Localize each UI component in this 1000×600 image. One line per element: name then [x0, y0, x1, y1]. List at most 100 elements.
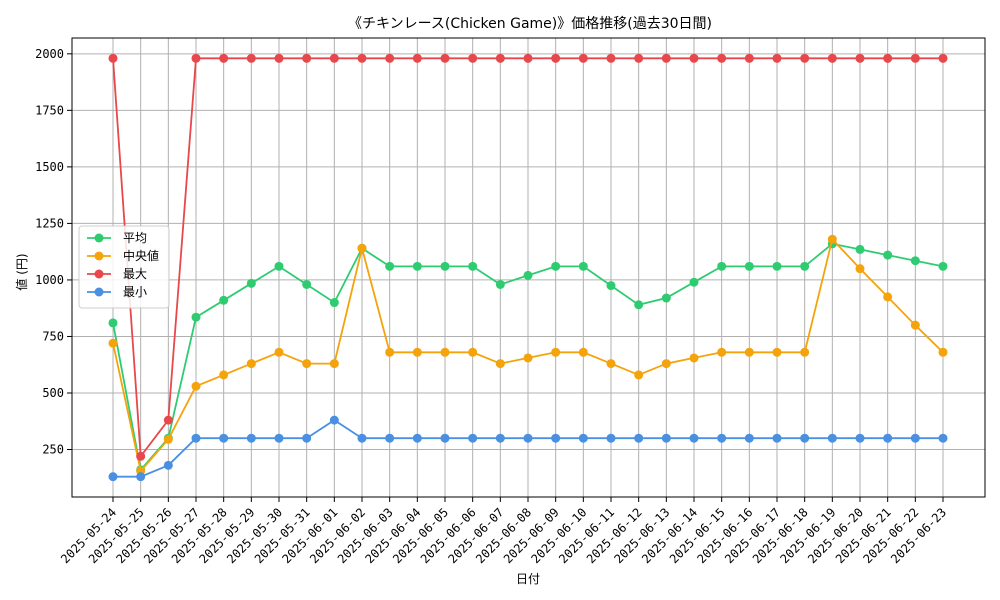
data-point	[246, 359, 256, 369]
data-point	[136, 472, 146, 482]
data-point	[606, 359, 616, 369]
data-point	[578, 347, 588, 357]
data-point	[634, 53, 644, 63]
data-point	[495, 53, 505, 63]
data-point	[440, 433, 450, 443]
data-point	[108, 472, 118, 482]
data-point	[689, 53, 699, 63]
legend-marker	[94, 251, 104, 261]
data-point	[855, 264, 865, 274]
series-3	[108, 415, 948, 482]
data-point	[772, 53, 782, 63]
data-point	[191, 312, 201, 322]
data-point	[385, 433, 395, 443]
data-point	[191, 53, 201, 63]
data-point	[689, 433, 699, 443]
data-point	[910, 433, 920, 443]
data-point	[163, 415, 173, 425]
data-point	[606, 433, 616, 443]
data-point	[219, 370, 229, 380]
data-point	[440, 261, 450, 271]
data-point	[661, 293, 671, 303]
legend-label: 最大	[123, 267, 147, 281]
data-point	[163, 460, 173, 470]
data-point	[523, 53, 533, 63]
data-point	[357, 243, 367, 253]
data-point	[938, 261, 948, 271]
x-axis-label: 日付	[516, 572, 540, 586]
data-point	[163, 434, 173, 444]
data-point	[551, 433, 561, 443]
legend-label: 中央値	[123, 248, 159, 263]
data-point	[938, 433, 948, 443]
data-point	[495, 359, 505, 369]
data-point	[744, 433, 754, 443]
data-point	[661, 53, 671, 63]
data-point	[412, 433, 422, 443]
data-point	[412, 261, 422, 271]
legend-box	[78, 225, 170, 309]
data-point	[689, 353, 699, 363]
legend-label: 平均	[123, 231, 147, 245]
data-point	[717, 53, 727, 63]
data-point	[551, 261, 561, 271]
legend-marker	[94, 287, 104, 297]
data-point	[329, 359, 339, 369]
data-point	[827, 234, 837, 244]
data-point	[302, 433, 312, 443]
data-point	[219, 53, 229, 63]
y-tick-label: 2000	[35, 47, 64, 61]
data-point	[855, 53, 865, 63]
data-point	[191, 433, 201, 443]
data-point	[329, 53, 339, 63]
data-point	[357, 433, 367, 443]
y-tick-label: 500	[42, 386, 64, 400]
data-point	[634, 300, 644, 310]
data-point	[495, 433, 505, 443]
legend-marker	[94, 233, 104, 243]
y-tick-label: 1500	[35, 160, 64, 174]
data-point	[772, 433, 782, 443]
data-point	[800, 347, 810, 357]
data-point	[883, 250, 893, 260]
series-2	[108, 53, 948, 461]
data-point	[744, 347, 754, 357]
data-point	[800, 261, 810, 271]
y-tick-label: 250	[42, 443, 64, 457]
data-point	[468, 433, 478, 443]
data-point	[274, 433, 284, 443]
data-point	[412, 347, 422, 357]
series-group	[108, 53, 948, 482]
y-tick-label: 1000	[35, 273, 64, 287]
data-point	[883, 433, 893, 443]
data-point	[772, 261, 782, 271]
data-point	[661, 359, 671, 369]
legend-marker	[94, 269, 104, 279]
data-point	[274, 53, 284, 63]
data-point	[938, 347, 948, 357]
data-point	[883, 292, 893, 302]
data-point	[136, 451, 146, 461]
data-point	[578, 261, 588, 271]
data-point	[855, 433, 865, 443]
data-point	[108, 318, 118, 328]
series-1	[108, 234, 948, 476]
data-point	[191, 381, 201, 391]
data-point	[357, 53, 367, 63]
data-point	[717, 433, 727, 443]
data-point	[606, 53, 616, 63]
data-point	[800, 53, 810, 63]
plot-frame	[71, 37, 986, 498]
data-point	[468, 53, 478, 63]
data-point	[910, 320, 920, 330]
data-point	[800, 433, 810, 443]
data-point	[855, 244, 865, 254]
data-point	[523, 270, 533, 280]
data-point	[246, 433, 256, 443]
data-point	[219, 433, 229, 443]
data-point	[246, 278, 256, 288]
data-point	[468, 261, 478, 271]
